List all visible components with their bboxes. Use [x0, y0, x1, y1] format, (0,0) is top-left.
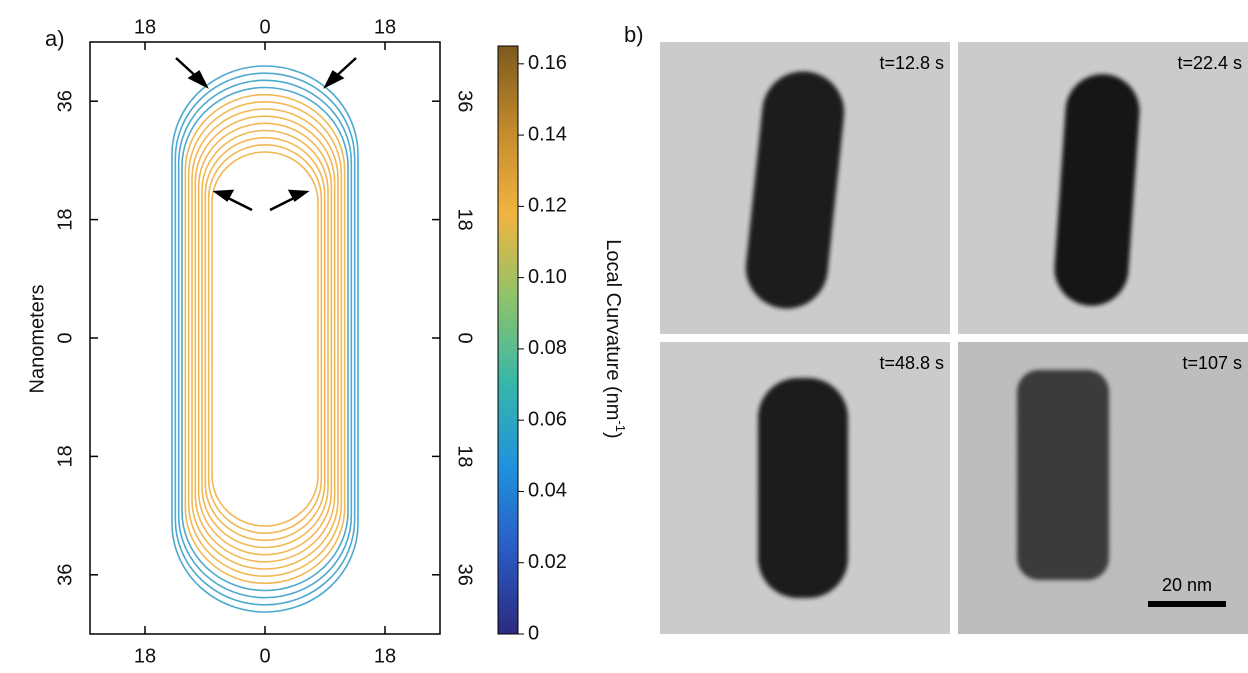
- colorbar-tick-label: 0.14: [528, 123, 567, 145]
- colorbar-tick-label: 0.12: [528, 195, 567, 217]
- y-tick-label: 36: [454, 90, 476, 112]
- scale-bar: [1148, 601, 1226, 607]
- scale-bar-label: 20 nm: [1162, 575, 1212, 595]
- contour: [204, 136, 326, 542]
- micrographs: t=12.8 s t=22.4 s t=48.8 s t=107 s 20 nm: [660, 42, 1248, 634]
- contour: [197, 122, 333, 556]
- colorbar-label-text: Local Curvature (nm: [602, 239, 624, 420]
- panel-label: a): [45, 26, 65, 51]
- nanorod: [758, 378, 848, 598]
- colorbar-tick-label: 0.16: [528, 52, 567, 74]
- contour: [181, 86, 349, 592]
- colorbar-label-sup: -1: [613, 420, 628, 432]
- x-tick-label: 18: [134, 645, 156, 667]
- arrow: [225, 195, 253, 212]
- colorbar-label: Local Curvature (nm-1): [602, 239, 628, 438]
- x-tick-label: 18: [374, 16, 396, 38]
- contour: [201, 129, 329, 549]
- time-label: t=12.8 s: [879, 53, 944, 73]
- colorbar-tick-label: 0.08: [528, 337, 567, 359]
- x-tick-label: 18: [134, 16, 156, 38]
- y-tick-label: 0: [454, 332, 476, 343]
- arrowhead: [287, 189, 310, 202]
- contour: [211, 151, 319, 527]
- x-tick-label: 18: [374, 645, 396, 667]
- y-axis-label: Nanometers: [26, 285, 48, 394]
- panel-label: b): [624, 22, 644, 47]
- arrows: [175, 57, 357, 212]
- colorbar-tick-label: 0.04: [528, 480, 567, 502]
- colorbar-tick-label: 0.10: [528, 266, 567, 288]
- arrowhead: [323, 70, 345, 89]
- contour: [177, 79, 353, 599]
- colorbar-label-end: ): [602, 432, 624, 439]
- arrow: [269, 195, 297, 212]
- y-tick-label: 0: [54, 332, 76, 343]
- contour: [187, 101, 343, 577]
- time-label: t=22.4 s: [1177, 53, 1242, 73]
- contour: [184, 93, 346, 585]
- y-tick-label: 18: [54, 445, 76, 467]
- y-tick-label: 36: [454, 564, 476, 586]
- nanorod: [1017, 370, 1109, 580]
- colorbar-tick-label: 0.02: [528, 551, 567, 573]
- time-label: t=107 s: [1182, 353, 1242, 373]
- contour: [174, 72, 356, 606]
- y-tick-label: 36: [54, 90, 76, 112]
- contour: [207, 144, 323, 534]
- y-tick-label: 18: [54, 208, 76, 230]
- colorbar: [497, 45, 519, 635]
- y-tick-label: 18: [454, 208, 476, 230]
- colorbar-tick-label: 0: [528, 622, 539, 644]
- x-tick-label: 0: [259, 645, 270, 667]
- colorbar-tick-label: 0.06: [528, 408, 567, 430]
- contour: [194, 115, 336, 563]
- arrowhead: [187, 70, 209, 89]
- y-tick-label: 18: [454, 445, 476, 467]
- y-tick-label: 36: [54, 564, 76, 586]
- arrowhead: [212, 189, 235, 202]
- time-label: t=48.8 s: [879, 353, 944, 373]
- nanorod: [745, 71, 845, 309]
- nanorod: [1054, 74, 1140, 306]
- contour: [171, 65, 359, 613]
- x-tick-label: 0: [259, 16, 270, 38]
- contours: [171, 65, 359, 613]
- contour: [191, 108, 339, 570]
